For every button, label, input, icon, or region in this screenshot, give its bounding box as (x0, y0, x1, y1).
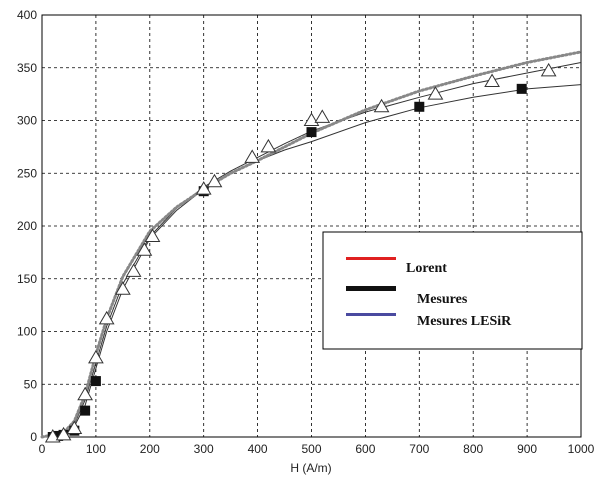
x-tick-label: 300 (194, 442, 214, 456)
marker-triangle (244, 149, 261, 163)
x-tick-label: 200 (140, 442, 160, 456)
marker-triangle (195, 181, 212, 195)
x-tick-label: 0 (39, 442, 46, 456)
legend-swatch-mesures (346, 286, 396, 291)
marker-triangle (88, 349, 104, 364)
x-tick-label: 100 (86, 442, 106, 456)
marker-triangle (144, 228, 161, 243)
marker-triangle (98, 310, 115, 325)
x-tick-label: 1000 (568, 442, 595, 456)
marker-triangle (260, 138, 277, 153)
marker-triangle (114, 281, 131, 295)
y-tick-label: 300 (17, 114, 37, 128)
markers-group (44, 62, 557, 443)
marker-triangle (77, 386, 93, 401)
y-tick-label: 350 (17, 61, 37, 75)
y-tick-label: 100 (17, 325, 37, 339)
x-tick-label: 700 (409, 442, 429, 456)
y-tick-label: 150 (17, 272, 37, 286)
x-axis-title: H (A/m) (290, 461, 331, 475)
y-tick-label: 0 (30, 430, 37, 444)
legend-swatch-lorent (346, 257, 396, 260)
x-tick-label: 500 (301, 442, 321, 456)
marker-triangle (206, 173, 223, 188)
marker-triangle (44, 429, 61, 443)
marker-square (414, 101, 425, 112)
marker-triangle (484, 73, 500, 87)
y-tick-label: 250 (17, 166, 37, 180)
y-tick-label: 400 (17, 8, 37, 22)
marker-triangle (66, 420, 83, 435)
marker-square (516, 83, 527, 94)
marker-square (90, 376, 101, 387)
marker-square (53, 430, 64, 441)
x-tick-label: 900 (517, 442, 537, 456)
legend-swatch-mesures-lesir (346, 313, 396, 316)
marker-square (80, 405, 91, 416)
marker-triangle (540, 62, 557, 77)
x-tick-label: 400 (248, 442, 268, 456)
y-tick-label: 200 (17, 219, 37, 233)
y-tick-label: 50 (24, 377, 38, 391)
marker-triangle (427, 86, 444, 100)
legend-label-lorent: Lorent (406, 261, 447, 276)
marker-triangle (125, 263, 142, 277)
legend: Lorent Mesures Mesures LESiR (322, 231, 583, 350)
x-tick-label: 600 (355, 442, 375, 456)
grid (42, 15, 581, 437)
legend-label-mesures: Mesures (417, 292, 468, 307)
legend-label-mesures-lesir: Mesures LESiR (417, 314, 512, 329)
marker-triangle (314, 109, 331, 123)
marker-triangle (136, 242, 153, 256)
marker-square (306, 127, 317, 138)
tick-labels: 0 100 200 300 400 500 600 700 800 900 1000 0 50 100 15… (17, 8, 595, 456)
x-tick-label: 800 (463, 442, 483, 456)
marker-triangle (373, 98, 390, 113)
